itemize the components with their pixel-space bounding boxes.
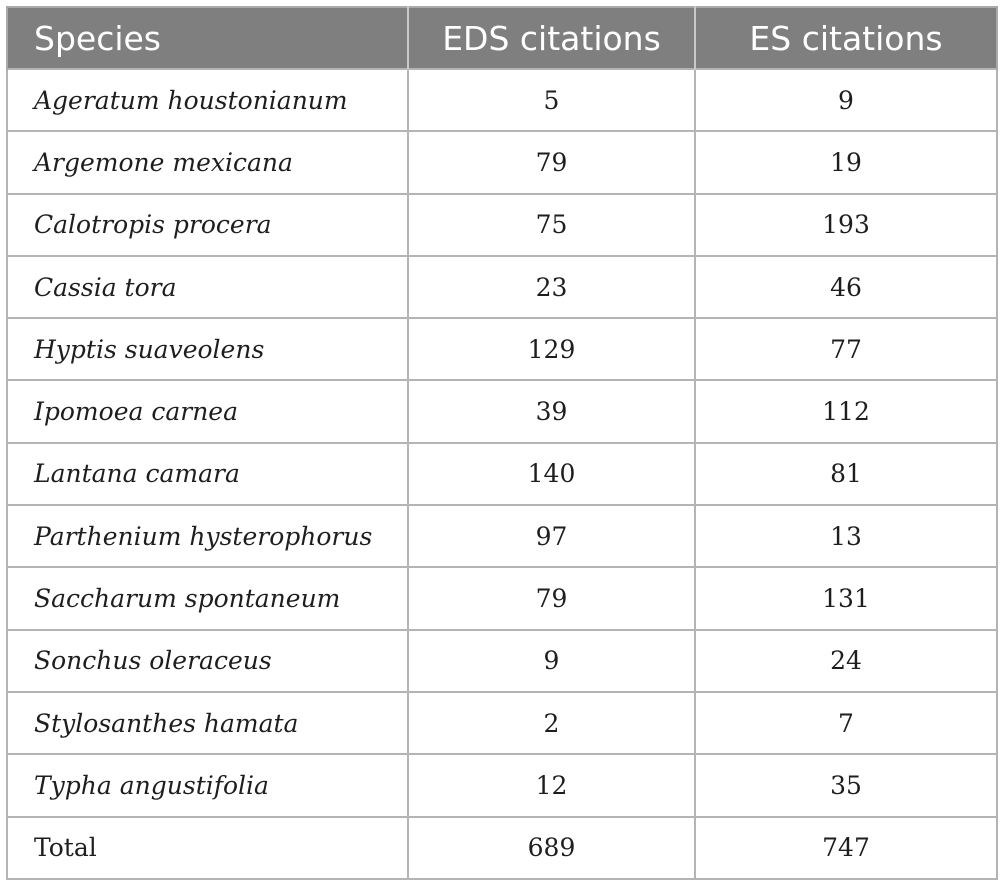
- table-row: Parthenium hysterophorus 97 13: [6, 504, 998, 569]
- header-eds-citations: EDS citations: [407, 6, 696, 69]
- es-citations-cell: 193: [694, 192, 998, 257]
- header-row: Species EDS citations ES citations: [6, 6, 998, 69]
- eds-citations-cell: 5: [407, 67, 696, 133]
- species-cell: Cassia tora: [6, 254, 409, 320]
- eds-citations-cell: 140: [407, 441, 696, 507]
- es-citations-cell: 9: [694, 67, 998, 133]
- table-row: Stylosanthes hamata 2 7: [6, 690, 998, 756]
- species-cell: Ageratum houstonianum: [6, 67, 409, 133]
- table-row: Lantana camara 140 81: [6, 441, 998, 507]
- table-row: Ipomoea carnea 39 112: [6, 379, 998, 444]
- species-cell: Stylosanthes hamata: [6, 690, 409, 756]
- es-citations-cell: 7: [694, 690, 998, 756]
- species-cell: Argemone mexicana: [6, 130, 409, 195]
- table-row: Argemone mexicana 79 19: [6, 130, 998, 195]
- species-citations-table: Species EDS citations ES citations Agera…: [6, 6, 998, 880]
- species-cell: Typha angustifolia: [6, 753, 409, 818]
- eds-citations-cell: 129: [407, 317, 696, 382]
- header-species: Species: [6, 6, 409, 69]
- es-citations-cell: 24: [694, 628, 998, 693]
- es-citations-cell: 131: [694, 566, 998, 631]
- species-cell: Lantana camara: [6, 441, 409, 507]
- species-cell: Calotropis procera: [6, 192, 409, 257]
- header-es-citations: ES citations: [694, 6, 998, 69]
- table-row: Cassia tora 23 46: [6, 254, 998, 320]
- eds-citations-cell: 97: [407, 504, 696, 569]
- es-citations-cell: 19: [694, 130, 998, 195]
- eds-citations-cell: 12: [407, 753, 696, 818]
- species-cell: Saccharum spontaneum: [6, 566, 409, 631]
- es-citations-cell: 77: [694, 317, 998, 382]
- table-row: Calotropis procera 75 193: [6, 192, 998, 257]
- es-citations-cell: 13: [694, 504, 998, 569]
- es-citations-cell: 81: [694, 441, 998, 507]
- total-row: Total 689 747: [6, 815, 998, 880]
- eds-citations-cell: 79: [407, 130, 696, 195]
- es-citations-cell: 46: [694, 254, 998, 320]
- table-row: Sonchus oleraceus 9 24: [6, 628, 998, 693]
- species-cell: Parthenium hysterophorus: [6, 504, 409, 569]
- table-row: Typha angustifolia 12 35: [6, 753, 998, 818]
- table-row: Hyptis suaveolens 129 77: [6, 317, 998, 382]
- eds-citations-cell: 9: [407, 628, 696, 693]
- eds-citations-cell: 75: [407, 192, 696, 257]
- es-citations-cell: 112: [694, 379, 998, 444]
- eds-citations-cell: 79: [407, 566, 696, 631]
- total-eds-citations: 689: [407, 815, 696, 880]
- species-cell: Hyptis suaveolens: [6, 317, 409, 382]
- eds-citations-cell: 2: [407, 690, 696, 756]
- table-row: Ageratum houstonianum 5 9: [6, 67, 998, 133]
- species-cell: Sonchus oleraceus: [6, 628, 409, 693]
- total-es-citations: 747: [694, 815, 998, 880]
- table-row: Saccharum spontaneum 79 131: [6, 566, 998, 631]
- eds-citations-cell: 39: [407, 379, 696, 444]
- eds-citations-cell: 23: [407, 254, 696, 320]
- species-cell: Ipomoea carnea: [6, 379, 409, 444]
- total-label: Total: [6, 815, 409, 880]
- table-header: Species EDS citations ES citations: [6, 6, 998, 69]
- es-citations-cell: 35: [694, 753, 998, 818]
- table-body: Ageratum houstonianum 5 9 Argemone mexic…: [6, 67, 998, 880]
